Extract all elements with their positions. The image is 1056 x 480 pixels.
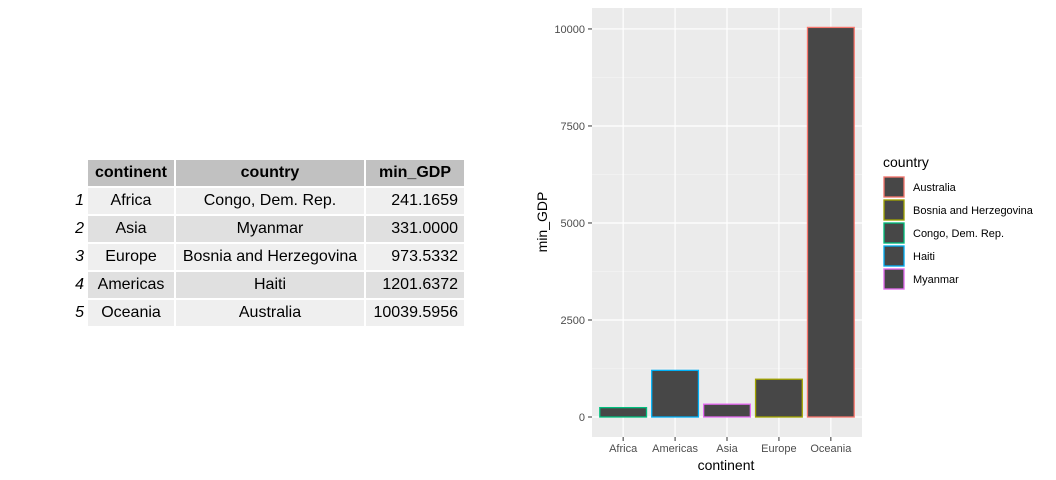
cell-min-gdp: 241.1659 bbox=[366, 188, 466, 216]
cell-continent: Oceania bbox=[88, 300, 176, 328]
bar-oceania bbox=[806, 26, 855, 418]
legend-swatch bbox=[883, 268, 905, 290]
cell-continent: Africa bbox=[88, 188, 176, 216]
legend-title: country bbox=[883, 154, 929, 170]
cell-continent: Europe bbox=[88, 244, 176, 272]
legend-swatch bbox=[883, 199, 905, 221]
cell-continent: Asia bbox=[88, 216, 176, 244]
table-row: 1 Africa Congo, Dem. Rep. 241.1659 bbox=[72, 188, 466, 216]
table-row: 3 Europe Bosnia and Herzegovina 973.5332 bbox=[72, 244, 466, 272]
x-axis-title: continent bbox=[698, 457, 755, 473]
legend-label: Bosnia and Herzegovina bbox=[913, 205, 1034, 217]
bar-africa bbox=[599, 406, 648, 418]
y-tick-label: 2500 bbox=[561, 315, 585, 327]
x-tick-label: Africa bbox=[609, 443, 638, 455]
x-tick-label: Oceania bbox=[810, 443, 852, 455]
y-tick-label: 10000 bbox=[554, 24, 585, 36]
cell-min-gdp: 1201.6372 bbox=[366, 272, 466, 300]
y-tick-label: 0 bbox=[579, 412, 585, 424]
bar-americas bbox=[651, 369, 700, 418]
table-row: 5 Oceania Australia 10039.5956 bbox=[72, 300, 466, 328]
x-tick-label: Americas bbox=[652, 443, 698, 455]
cell-min-gdp: 331.0000 bbox=[366, 216, 466, 244]
legend-swatch bbox=[883, 222, 905, 244]
cell-country: Myanmar bbox=[176, 216, 366, 244]
legend: country Australia Bosnia and Herzegovina C… bbox=[883, 154, 1034, 290]
legend-swatch bbox=[883, 245, 905, 267]
cell-min-gdp: 973.5332 bbox=[366, 244, 466, 272]
data-table: continent country min_GDP 1 Africa Congo… bbox=[72, 160, 466, 328]
cell-country: Haiti bbox=[176, 272, 366, 300]
table-row: 4 Americas Haiti 1201.6372 bbox=[72, 272, 466, 300]
x-tick-label: Europe bbox=[761, 443, 796, 455]
bars bbox=[599, 26, 855, 418]
cell-continent: Americas bbox=[88, 272, 176, 300]
y-tick-label: 7500 bbox=[561, 121, 585, 133]
legend-label: Haiti bbox=[913, 251, 935, 263]
y-axis-title: min_GDP bbox=[534, 192, 550, 253]
legend-swatch bbox=[883, 176, 905, 198]
cell-country: Congo, Dem. Rep. bbox=[176, 188, 366, 216]
row-index: 1 bbox=[72, 188, 88, 216]
cell-country: Australia bbox=[176, 300, 366, 328]
y-tick-label: 5000 bbox=[561, 218, 585, 230]
row-index: 4 bbox=[72, 272, 88, 300]
legend-label: Myanmar bbox=[913, 274, 959, 286]
header-continent: continent bbox=[88, 160, 176, 188]
header-country: country bbox=[176, 160, 366, 188]
row-index: 5 bbox=[72, 300, 88, 328]
legend-label: Australia bbox=[913, 182, 957, 194]
bar-europe bbox=[754, 378, 803, 418]
x-axis: Africa Americas Asia Europe Oceania bbox=[609, 437, 852, 455]
row-index: 2 bbox=[72, 216, 88, 244]
y-axis: 0 2500 5000 7500 10000 bbox=[554, 24, 592, 424]
row-index: 3 bbox=[72, 244, 88, 272]
legend-label: Congo, Dem. Rep. bbox=[913, 228, 1004, 240]
header-min-gdp: min_GDP bbox=[366, 160, 466, 188]
cell-country: Bosnia and Herzegovina bbox=[176, 244, 366, 272]
cell-min-gdp: 10039.5956 bbox=[366, 300, 466, 328]
header-corner bbox=[72, 160, 88, 188]
table-header-row: continent country min_GDP bbox=[72, 160, 466, 188]
bar-asia bbox=[702, 403, 752, 418]
x-tick-label: Asia bbox=[716, 443, 738, 455]
table-row: 2 Asia Myanmar 331.0000 bbox=[72, 216, 466, 244]
